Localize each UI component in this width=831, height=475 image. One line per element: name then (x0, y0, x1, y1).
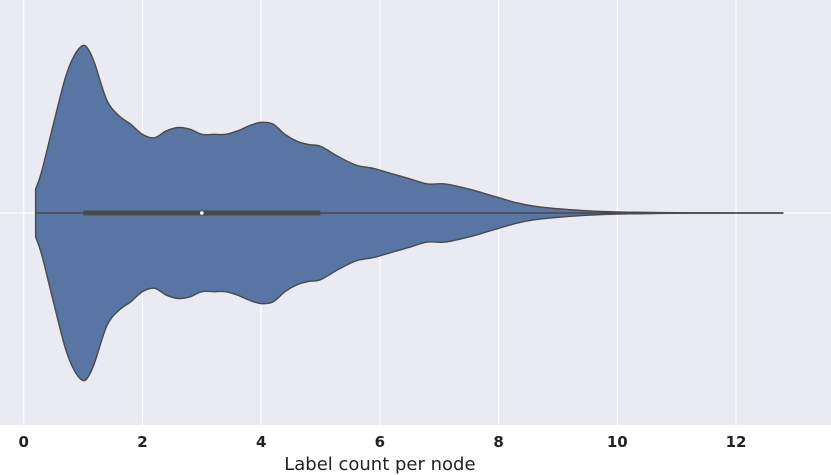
x-tick-label-6: 6 (375, 433, 385, 451)
x-tick-label-4: 4 (256, 433, 266, 451)
x-axis-label: Label count per node (284, 454, 475, 475)
x-tick-label-0: 0 (19, 433, 29, 451)
x-ticks: 0 2 4 6 8 10 12 (19, 433, 747, 451)
x-tick-label-10: 10 (607, 433, 628, 451)
x-tick-label-12: 12 (726, 433, 747, 451)
median-marker (200, 211, 204, 215)
x-tick-label-2: 2 (137, 433, 147, 451)
x-tick-label-8: 8 (493, 433, 503, 451)
box-layer (35, 210, 784, 216)
